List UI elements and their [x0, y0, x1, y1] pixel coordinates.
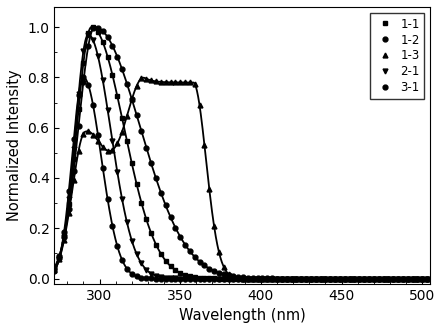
1-1: [424, 277, 430, 280]
2-1: [178, 277, 183, 280]
1-3: [115, 142, 120, 146]
Line: 1-3: 1-3: [52, 76, 430, 281]
1-2: [120, 67, 125, 71]
Line: 3-1: 3-1: [52, 75, 430, 281]
3-1: [245, 277, 251, 280]
X-axis label: Wavelength (nm): Wavelength (nm): [179, 308, 306, 323]
3-1: [81, 75, 86, 79]
1-1: [323, 277, 328, 280]
2-1: [85, 33, 91, 37]
2-1: [323, 277, 328, 280]
1-2: [95, 26, 101, 30]
1-2: [323, 277, 328, 280]
2-1: [245, 277, 251, 280]
3-1: [178, 277, 183, 280]
1-3: [139, 77, 144, 81]
1-2: [76, 124, 81, 128]
1-1: [52, 267, 57, 271]
Line: 2-1: 2-1: [52, 32, 430, 281]
1-1: [76, 107, 81, 111]
3-1: [120, 258, 125, 262]
Legend: 1-1, 1-2, 1-3, 2-1, 3-1: 1-1, 1-2, 1-3, 2-1, 3-1: [369, 13, 424, 99]
3-1: [424, 277, 430, 280]
1-3: [245, 277, 251, 280]
3-1: [52, 269, 57, 273]
3-1: [216, 277, 222, 280]
Line: 1-2: 1-2: [52, 25, 430, 281]
1-3: [178, 81, 183, 84]
1-3: [216, 250, 222, 254]
1-1: [178, 271, 183, 275]
1-2: [52, 266, 57, 270]
1-1: [216, 277, 222, 280]
Line: 1-1: 1-1: [52, 25, 430, 281]
2-1: [52, 269, 57, 273]
Y-axis label: Normalized Intensity: Normalized Intensity: [7, 70, 22, 221]
1-2: [216, 271, 222, 275]
1-1: [120, 116, 125, 120]
1-3: [323, 277, 328, 280]
3-1: [76, 93, 81, 97]
2-1: [120, 197, 125, 201]
3-1: [323, 277, 328, 280]
1-2: [245, 276, 251, 280]
1-1: [90, 25, 96, 29]
2-1: [424, 277, 430, 280]
2-1: [216, 277, 222, 280]
1-2: [178, 235, 183, 239]
1-2: [424, 277, 430, 280]
1-3: [424, 277, 430, 280]
2-1: [76, 92, 81, 96]
1-3: [52, 268, 57, 272]
1-3: [76, 149, 81, 153]
1-1: [245, 277, 251, 280]
